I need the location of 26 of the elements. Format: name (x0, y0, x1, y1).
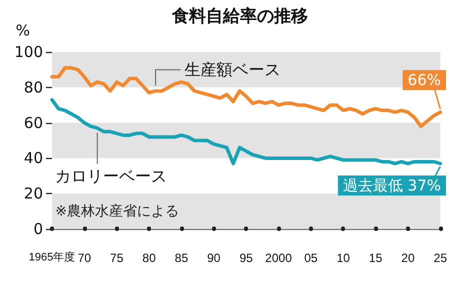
annotation: ※農林水産省による (55, 203, 179, 220)
x-tick-label: 1965年度 (28, 250, 76, 264)
x-tick-label: 70 (78, 251, 92, 265)
y-axis-title: % (16, 22, 30, 40)
x-tick-label: 95 (239, 251, 254, 265)
x-tick-label: 20 (401, 251, 415, 265)
y-tick-label: 20 (24, 184, 43, 203)
x-tick-label: 25 (434, 251, 448, 265)
x-tick-label: 80 (142, 251, 156, 265)
y-tick-label: 100 (14, 43, 43, 61)
annotation: 過去最低 37% (342, 176, 441, 195)
x-tick-label: 10 (336, 251, 350, 265)
series-label: カロリーベース (55, 166, 168, 186)
y-tick-label: 80 (24, 78, 43, 96)
annotation: 66% (408, 71, 441, 90)
y-tick-label: 0 (33, 220, 43, 238)
x-tick-label: 05 (304, 251, 318, 265)
x-tick-label: 85 (174, 251, 188, 265)
chart-title: 食料自給率の推移 (171, 6, 308, 26)
x-tick-label: 90 (207, 251, 221, 265)
x-tick-label: 15 (368, 251, 383, 265)
y-tick-label: 60 (24, 114, 43, 132)
x-tick-label: 2000 (265, 251, 292, 265)
series-label: 生産額ベース (184, 60, 281, 80)
y-tick-label: 40 (24, 149, 43, 168)
x-tick-label: 75 (110, 251, 124, 265)
